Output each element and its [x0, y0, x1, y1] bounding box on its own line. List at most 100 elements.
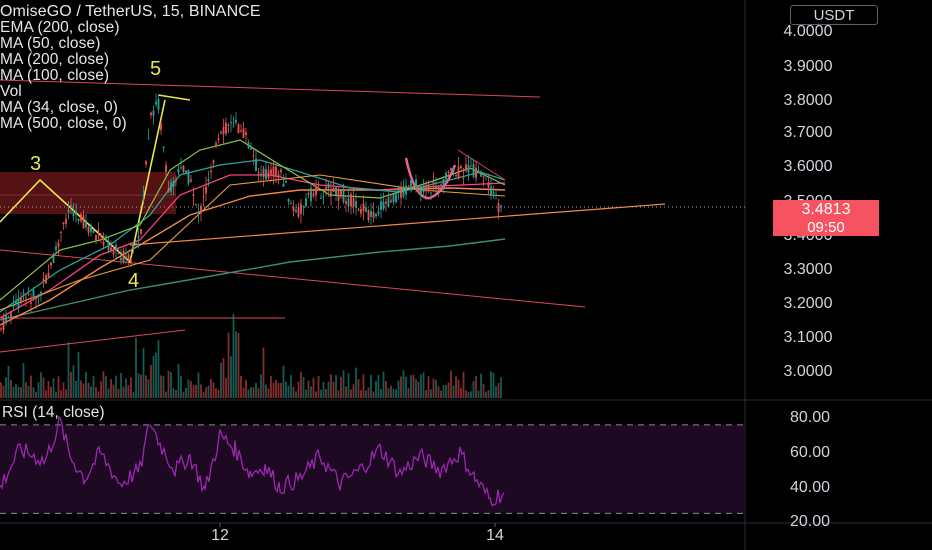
volume-bar: [172, 388, 175, 398]
volume-bar: [465, 390, 467, 398]
volume-bar: [327, 381, 330, 398]
volume-bar: [127, 385, 130, 398]
volume-bar: [402, 370, 405, 398]
candle-body: [497, 203, 500, 213]
indicator-ma34[interactable]: MA (34, close, 0): [0, 99, 118, 116]
volume-bar: [375, 380, 377, 398]
volume-bar: [50, 386, 52, 398]
volume-bar: [462, 371, 465, 398]
rsi-label[interactable]: RSI (14, close): [2, 404, 105, 421]
candle-body: [137, 236, 140, 239]
volume-bar: [100, 381, 102, 398]
volume-bar: [340, 376, 342, 398]
volume-bar: [425, 390, 427, 398]
candle-body: [172, 180, 175, 188]
candle-body: [17, 298, 20, 309]
candle-body: [385, 201, 387, 204]
volume-bar: [150, 365, 152, 398]
volume-bar: [77, 352, 80, 398]
candle-body: [445, 172, 447, 180]
candle-body: [72, 211, 75, 217]
candle-body: [350, 194, 352, 207]
volume-bar: [190, 381, 192, 398]
volume-bar: [282, 365, 285, 398]
volume-bar: [272, 382, 275, 398]
candle-body: [250, 147, 252, 150]
volume-bar: [347, 373, 350, 398]
time-label-14: 14: [486, 527, 504, 544]
candle-body: [327, 183, 330, 189]
candle-body: [215, 143, 217, 147]
candle-body: [220, 131, 222, 134]
volume-bar: [102, 371, 105, 398]
candle-body: [230, 122, 232, 124]
volume-bar: [397, 380, 400, 398]
volume-bar: [240, 375, 242, 398]
volume-bar: [387, 388, 390, 398]
volume-bar: [440, 390, 442, 398]
volume-bar: [457, 379, 460, 398]
candle-body: [2, 318, 5, 331]
candle-body: [330, 191, 332, 197]
indicator-ma50[interactable]: MA (50, close): [0, 35, 101, 52]
currency-button[interactable]: USDT: [790, 5, 878, 25]
volume-bar: [15, 384, 17, 398]
indicator-vol[interactable]: Vol: [0, 83, 22, 100]
indicator-ma200[interactable]: MA (200, close): [0, 51, 110, 68]
price-label-3.3000: 3.3000: [783, 261, 833, 278]
volume-bar: [225, 378, 227, 398]
volume-bar: [262, 347, 265, 398]
volume-bar: [325, 388, 327, 398]
candle-body: [205, 186, 207, 194]
volume-bar: [470, 391, 472, 398]
candle-body: [262, 168, 265, 178]
candle-body: [400, 187, 402, 198]
candle-body: [130, 260, 132, 262]
candle-body: [315, 187, 317, 196]
indicator-ema200[interactable]: EMA (200, close): [0, 19, 120, 36]
candle-body: [122, 250, 125, 262]
candle-body: [112, 250, 115, 255]
candle-body: [5, 315, 7, 324]
candle-body: [367, 210, 370, 221]
candle-body: [40, 291, 42, 294]
volume-bar: [260, 374, 262, 398]
price-label-3.0000: 3.0000: [783, 363, 833, 380]
indicator-ma100[interactable]: MA (100, close): [0, 67, 110, 84]
candle-body: [392, 194, 395, 203]
candle-body: [475, 167, 477, 179]
candle-body: [372, 212, 375, 218]
volume-bar: [360, 390, 362, 398]
candle-body: [310, 187, 312, 202]
volume-group: [0, 313, 502, 398]
price-label-3.1000: 3.1000: [783, 329, 833, 346]
candle-body: [75, 210, 77, 215]
volume-bar: [317, 375, 320, 398]
candle-body: [247, 142, 250, 149]
volume-bar: [390, 386, 392, 398]
indicator-ma500[interactable]: MA (500, close, 0): [0, 115, 127, 132]
candle-body: [30, 302, 32, 304]
volume-bar: [205, 387, 207, 398]
symbol-title[interactable]: OmiseGO / TetherUS, 15, BINANCE: [0, 3, 261, 20]
volume-bar: [115, 375, 117, 398]
volume-bar: [132, 391, 135, 398]
candle-body: [485, 175, 487, 177]
candle-body: [177, 168, 180, 173]
volume-bar: [17, 386, 20, 398]
candle-body: [207, 178, 210, 182]
candle-body: [15, 301, 17, 304]
candle-body: [270, 169, 272, 175]
candle-body: [225, 123, 227, 134]
volume-bar: [450, 370, 452, 398]
volume-bar: [432, 378, 435, 398]
candle-body: [292, 206, 295, 212]
volume-bar: [20, 387, 22, 398]
candle-body: [65, 218, 67, 225]
candle-body: [480, 172, 482, 177]
volume-bar: [305, 389, 307, 398]
candle-body: [500, 205, 502, 208]
volume-bar: [147, 379, 150, 398]
volume-bar: [212, 382, 215, 398]
